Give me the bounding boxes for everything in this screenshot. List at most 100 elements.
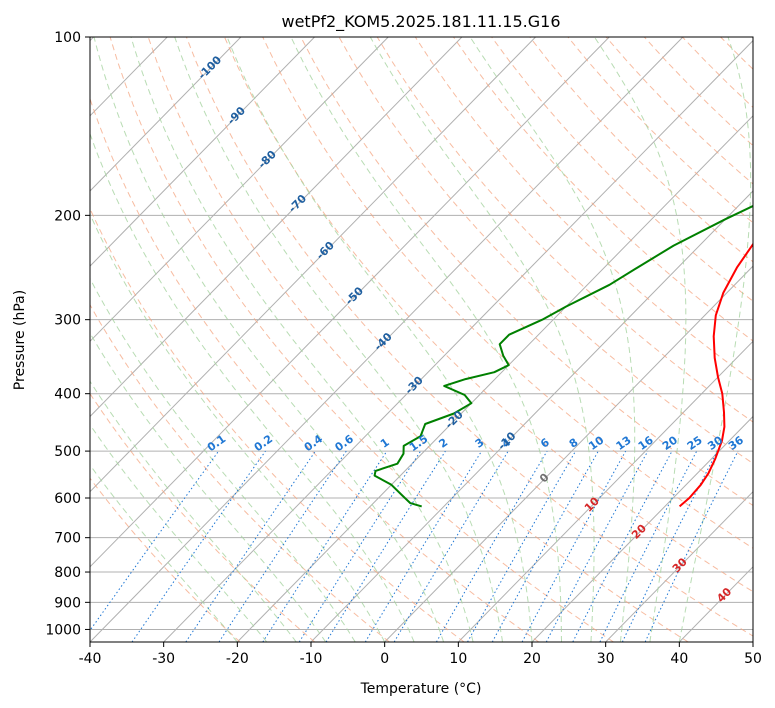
isotherm-label: -20	[443, 408, 466, 431]
mixing-ratio-line	[521, 450, 627, 642]
mixing-ratio-line	[90, 450, 220, 632]
isotherm-label: -80	[256, 148, 279, 171]
mixing-ratio-line	[325, 450, 446, 642]
isotherm-line	[90, 37, 242, 192]
dry-adiabat-line	[262, 37, 753, 549]
mixing-ratio-line	[599, 450, 698, 642]
mixing-ratio-line	[393, 450, 509, 642]
isotherm-line	[605, 490, 753, 642]
dry-adiabat-line	[376, 37, 753, 423]
moist-adiabat-line	[369, 37, 595, 642]
mixing-ratio-line	[572, 450, 673, 642]
moist-adiabat-line	[90, 423, 268, 642]
mixing-ratio-line	[218, 450, 347, 642]
isotherm-line	[752, 641, 753, 642]
mixing-ratio-label: 36	[726, 433, 746, 453]
dry-adiabat-line	[491, 37, 753, 302]
mixing-ratio-line	[262, 450, 388, 642]
mixing-ratio-line	[491, 450, 599, 642]
isotherm-line	[236, 115, 753, 642]
dry-adiabat-line	[682, 37, 753, 109]
dry-adiabat-line	[90, 477, 241, 642]
x-tick-label: -40	[79, 651, 102, 667]
x-tick-label: 10	[449, 651, 467, 667]
isotherm-label: -70	[286, 192, 309, 215]
moist-adiabat-line	[469, 37, 636, 642]
y-axis-label: Pressure (hPa)	[12, 290, 28, 390]
mixing-ratio-line	[467, 450, 577, 642]
moist-adiabat-line	[290, 37, 562, 642]
mixing-ratio-label: 10	[586, 433, 606, 453]
moist-adiabat-line	[130, 37, 474, 642]
x-tick-label: -10	[300, 651, 323, 667]
dry-adiabat-line	[759, 37, 775, 642]
isotherm-line	[90, 37, 684, 642]
isotherm-line	[90, 37, 536, 493]
dry-adiabat-line	[567, 37, 753, 224]
y-tick-label: 200	[54, 208, 81, 224]
dry-adiabat-line	[338, 37, 753, 465]
moist-adiabat-line	[174, 37, 503, 642]
moist-adiabat-line	[90, 132, 415, 642]
temperature-profile-line	[678, 242, 753, 508]
y-tick-label: 400	[54, 387, 81, 403]
x-axis-label: Temperature (°C)	[360, 681, 482, 697]
isotherm-label: -60	[314, 239, 337, 262]
y-tick-label: 900	[54, 595, 81, 611]
isotherm-label: -90	[225, 104, 248, 127]
isotherm-label: 20	[629, 521, 649, 541]
isotherm-line	[678, 566, 753, 642]
dry-adiabat-line	[414, 37, 753, 382]
dry-adiabat-line	[300, 37, 753, 507]
moist-adiabat-line	[226, 37, 533, 642]
background-lines	[90, 37, 775, 642]
data-lines	[373, 204, 753, 508]
x-tick-label: 40	[670, 651, 688, 667]
dry-adiabat-line	[147, 37, 689, 642]
moist-adiabat-line	[93, 37, 445, 642]
dry-adiabat-line	[224, 37, 753, 593]
y-tick-label: 800	[54, 565, 81, 581]
moist-adiabat-line	[90, 464, 238, 642]
mixing-ratio-label: 13	[614, 434, 634, 453]
dewpoint-profile-line	[373, 204, 753, 508]
x-tick-label: 20	[523, 651, 541, 667]
mixing-ratio-label: 8	[567, 436, 581, 451]
moist-adiabat-line	[90, 277, 356, 642]
moist-adiabat-line	[90, 332, 327, 642]
mixing-ratio-label: 1	[378, 436, 392, 451]
isotherm-line	[90, 37, 315, 267]
mixing-ratio-label: 6	[538, 436, 552, 451]
y-tick-label: 300	[54, 313, 81, 329]
dry-adiabat-line	[529, 37, 753, 263]
x-tick-label: 30	[597, 651, 615, 667]
dry-adiabat-line	[109, 37, 614, 642]
x-tick-label: -20	[226, 651, 249, 667]
isotherm-label: -10	[495, 429, 518, 452]
isotherm-label: -40	[372, 330, 395, 353]
y-tick-label: 600	[54, 491, 81, 507]
dry-adiabat-line	[90, 97, 540, 642]
mixing-ratio-label: 25	[685, 434, 705, 453]
y-tick-label: 1000	[45, 622, 81, 638]
isotherm-line	[384, 265, 753, 642]
y-tick-label: 100	[54, 30, 81, 46]
mixing-ratio-line	[298, 450, 422, 642]
isotherm-line	[457, 340, 753, 642]
isotherm-line	[163, 39, 753, 642]
dry-adiabat-line	[185, 37, 753, 637]
mixing-ratio-line	[545, 450, 649, 642]
moist-adiabat-line	[90, 212, 386, 642]
y-tick-label: 500	[54, 444, 81, 460]
y-tick-label: 700	[54, 531, 81, 547]
dry-adiabat-line	[453, 37, 753, 342]
isotherm-line	[90, 37, 610, 568]
x-tick-label: 50	[744, 651, 762, 667]
isotherm-label: 10	[582, 494, 602, 514]
isotherm-line	[90, 37, 463, 418]
axes: -40 -30 -20 -10 0 10 20 30 40 5010020030040050060…	[45, 30, 762, 667]
mixing-ratio-line	[435, 450, 548, 642]
dry-adiabat-line	[90, 303, 390, 642]
